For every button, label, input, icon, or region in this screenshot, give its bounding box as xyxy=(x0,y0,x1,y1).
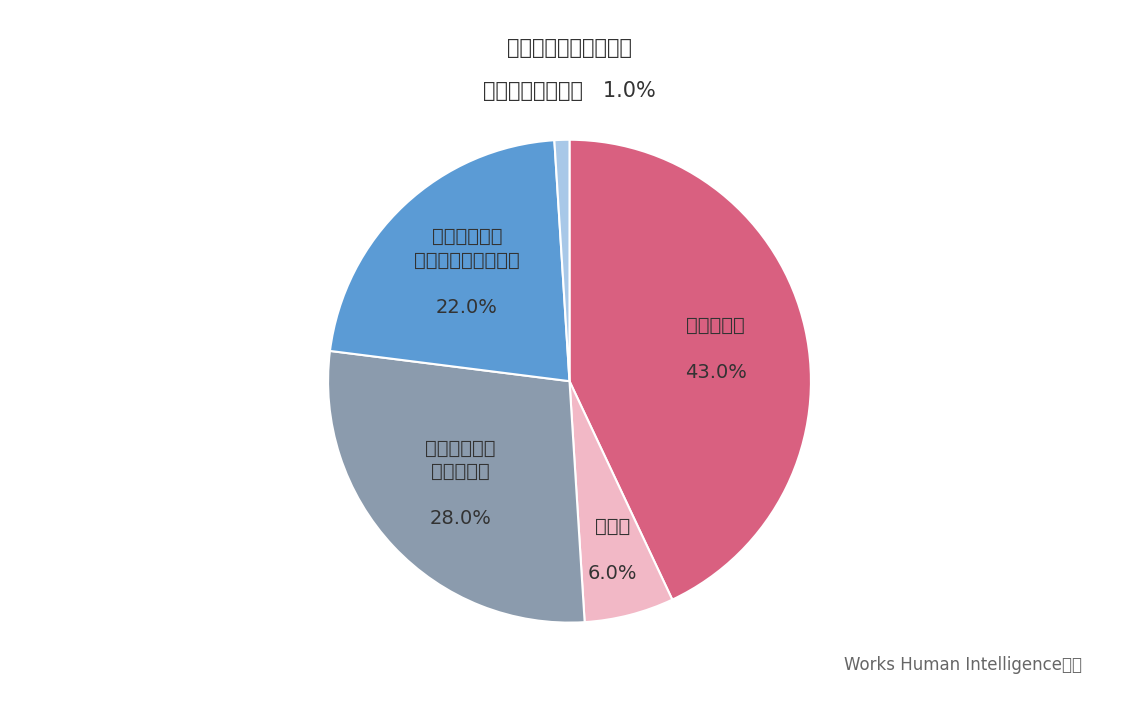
Wedge shape xyxy=(570,381,672,622)
Text: 認めていない
（検討の予定なし）

22.0%: 認めていない （検討の予定なし） 22.0% xyxy=(415,227,519,317)
Wedge shape xyxy=(570,140,811,600)
Text: 認めていない
（検討中）

28.0%: 認めていない （検討中） 28.0% xyxy=(425,439,495,529)
Wedge shape xyxy=(328,351,584,623)
Text: 今は認めていない   1.0%: 今は認めていない 1.0% xyxy=(483,81,656,102)
Text: 過去に認めていたが、: 過去に認めていたが、 xyxy=(507,38,632,58)
Text: 認めている

43.0%: 認めている 43.0% xyxy=(685,315,746,381)
Wedge shape xyxy=(555,140,570,381)
Wedge shape xyxy=(330,140,570,381)
Text: Works Human Intelligence調べ: Works Human Intelligence調べ xyxy=(844,656,1082,674)
Text: 準備中

6.0%: 準備中 6.0% xyxy=(588,517,638,583)
